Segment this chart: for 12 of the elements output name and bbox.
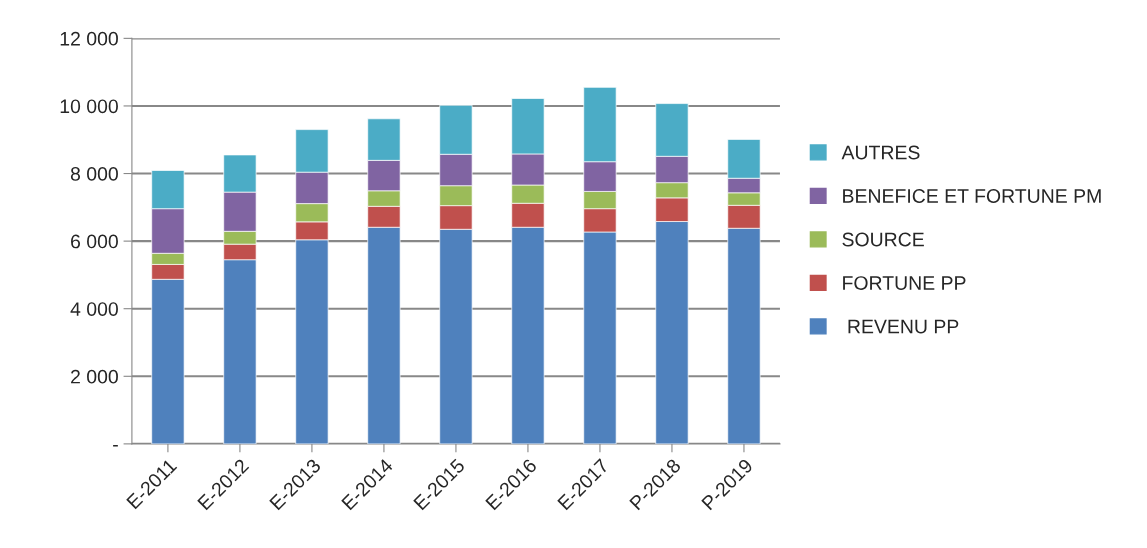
y-tick-label: 4 000 [70,302,118,316]
y-tick-label: 2 000 [71,369,118,384]
legend-label: REVENU PP [848,319,959,334]
y-tick-label: - [113,445,118,447]
y-tick-label: 10 000 [60,99,118,114]
y-tick-label: 12 000 [60,31,118,46]
legend-label: AUTRES [841,145,920,160]
legend-label: BENEFICE ET FORTUNE PM [843,189,1101,203]
y-tick-label: 8 000 [70,167,118,181]
legend-label: SOURCE [842,232,924,247]
legend-label: FORTUNE PP [843,276,966,290]
y-tick-label: 6 000 [71,234,118,249]
